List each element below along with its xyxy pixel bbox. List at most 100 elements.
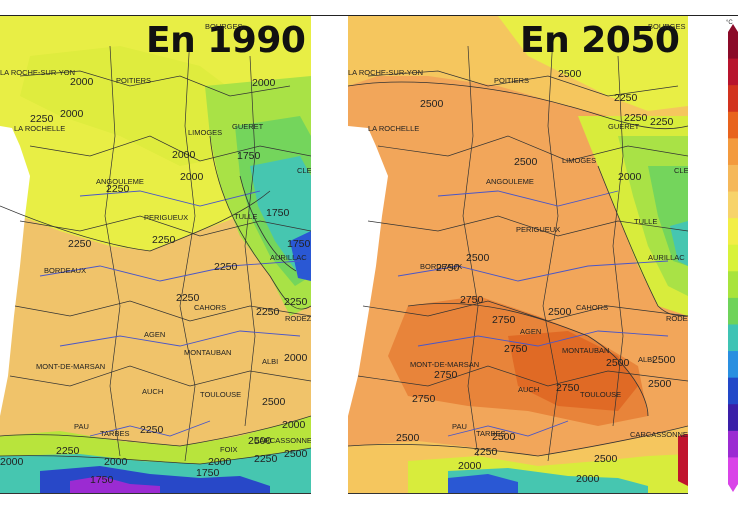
city-label: PAU — [452, 422, 467, 431]
city-label: TARBES — [100, 429, 130, 438]
contour-label: 2500 — [648, 378, 672, 390]
contour-label: 2750 — [504, 343, 528, 355]
city-label: TOULOUSE — [200, 390, 242, 399]
legend-swatch — [728, 377, 738, 405]
legend-swatch — [728, 85, 738, 113]
contour-label: 2000 — [282, 419, 306, 431]
contour-label: 2750 — [556, 382, 580, 394]
legend-swatch — [728, 351, 738, 379]
contour-label: 2250 — [256, 306, 280, 318]
city-label: LA ROCHE-SUR-YON — [0, 68, 76, 77]
legend-swatch — [728, 271, 738, 299]
zone-pyrenees-purple — [70, 476, 160, 493]
zone-red — [678, 434, 688, 486]
contour-label: 2250 — [214, 261, 238, 273]
contour-label: 2250 — [68, 238, 92, 250]
city-label: MONTAUBAN — [562, 346, 610, 355]
contour-label: 2250 — [614, 92, 638, 104]
city-label: LA ROCHELLE — [368, 124, 420, 133]
contour-label: 2000 — [70, 76, 94, 88]
city-label: AURILLAC — [648, 253, 685, 262]
city-label: FOIX — [220, 445, 238, 454]
city-label: BORDEAUX — [44, 266, 87, 275]
contour-label: 2000 — [284, 352, 308, 364]
zone-yellow — [498, 16, 688, 111]
contour-label: 2500 — [514, 156, 538, 168]
color-scale-legend: °C — [722, 16, 738, 493]
city-label: BOURGES — [648, 22, 686, 31]
contour-label: 2000 — [208, 456, 232, 468]
zone-yellow-green — [20, 46, 240, 166]
contour-label: 2250 — [56, 445, 80, 457]
legend-swatch — [728, 324, 738, 352]
contour-label: 2500 — [262, 396, 286, 408]
boundaries — [9, 35, 311, 462]
map-panel-2050: En 2050 BOURGES LA ROCHE-SUR-YON POITIER… — [348, 16, 688, 494]
contours — [0, 135, 311, 465]
city-label: CARCASSONNE — [254, 436, 311, 445]
city-label: LA ROCHE-SUR-YON — [348, 68, 424, 77]
legend-swatch — [728, 191, 738, 219]
color-scale-bar — [728, 24, 738, 492]
boundaries — [357, 35, 688, 462]
city-label: GUERET — [608, 122, 640, 131]
city-label: PERIGUEUX — [516, 225, 561, 234]
city-label: AGEN — [520, 327, 542, 336]
zone-blue — [290, 231, 311, 281]
city-label: LIMOGES — [188, 128, 223, 137]
city-label: TULLE — [234, 212, 258, 221]
legend-end-arrow — [728, 484, 738, 492]
contour-label: 2250 — [650, 116, 674, 128]
map-title: En 1990 — [146, 20, 306, 61]
city-label: CLERMONT — [674, 166, 688, 175]
contour-label: 2750 — [460, 294, 484, 306]
city-label: MONT-DE-MARSAN — [36, 362, 106, 371]
contour-label: 1750 — [237, 150, 261, 162]
contour-label: 2250 — [624, 112, 648, 124]
contour-label: 2000 — [180, 171, 204, 183]
contour-label: 2250 — [284, 296, 308, 308]
contour-label: 2500 — [594, 453, 618, 465]
legend-swatch — [728, 58, 738, 86]
contour-label: 2000 — [618, 171, 642, 183]
city-label: RODEZ — [666, 314, 688, 323]
contour-label: 2500 — [396, 432, 420, 444]
top-rule — [0, 15, 738, 16]
legend-swatch — [728, 111, 738, 139]
city-label: AUCH — [142, 387, 164, 396]
atlantic-ocean — [348, 126, 388, 416]
city-label: POITIERS — [116, 76, 152, 85]
city-label: CAHORS — [194, 303, 227, 312]
contour-label: 2750 — [492, 314, 516, 326]
contour-label: 2000 — [576, 473, 600, 485]
legend-swatch — [728, 164, 738, 193]
contour-label: 2000 — [104, 456, 128, 468]
contour-label: 2500 — [558, 68, 582, 80]
contour-label: 2250 — [152, 234, 176, 246]
city-label: ANGOULEME — [96, 177, 144, 186]
contour-label: 1750 — [90, 474, 114, 486]
contour-label: 2500 — [492, 431, 516, 443]
zone-pyrenees-blue — [448, 474, 518, 493]
city-label: AURILLAC — [270, 253, 307, 262]
contour-label: 2000 — [60, 108, 84, 120]
contour-label: 2250 — [140, 424, 164, 436]
city-label: LIMOGES — [562, 156, 597, 165]
contour-label: 1750 — [196, 467, 220, 479]
legend-swatch — [728, 297, 738, 325]
rivers — [39, 190, 301, 437]
map-2050 — [348, 16, 688, 493]
contour-label: 2000 — [252, 77, 276, 89]
map-1990 — [0, 16, 311, 493]
legend-unit: °C — [726, 20, 733, 26]
city-label: ANGOULEME — [486, 177, 534, 186]
city-label: PAU — [74, 422, 89, 431]
contour-label: 2500 — [606, 357, 630, 369]
contour-label: 2500 — [420, 98, 444, 110]
atlantic-ocean — [0, 126, 30, 416]
contour-label: 2500 — [548, 306, 572, 318]
legend-swatch — [728, 138, 738, 166]
city-label: CARCASSONNE — [630, 430, 688, 439]
legend-swatch — [728, 457, 738, 485]
city-label: MONTAUBAN — [184, 348, 232, 357]
